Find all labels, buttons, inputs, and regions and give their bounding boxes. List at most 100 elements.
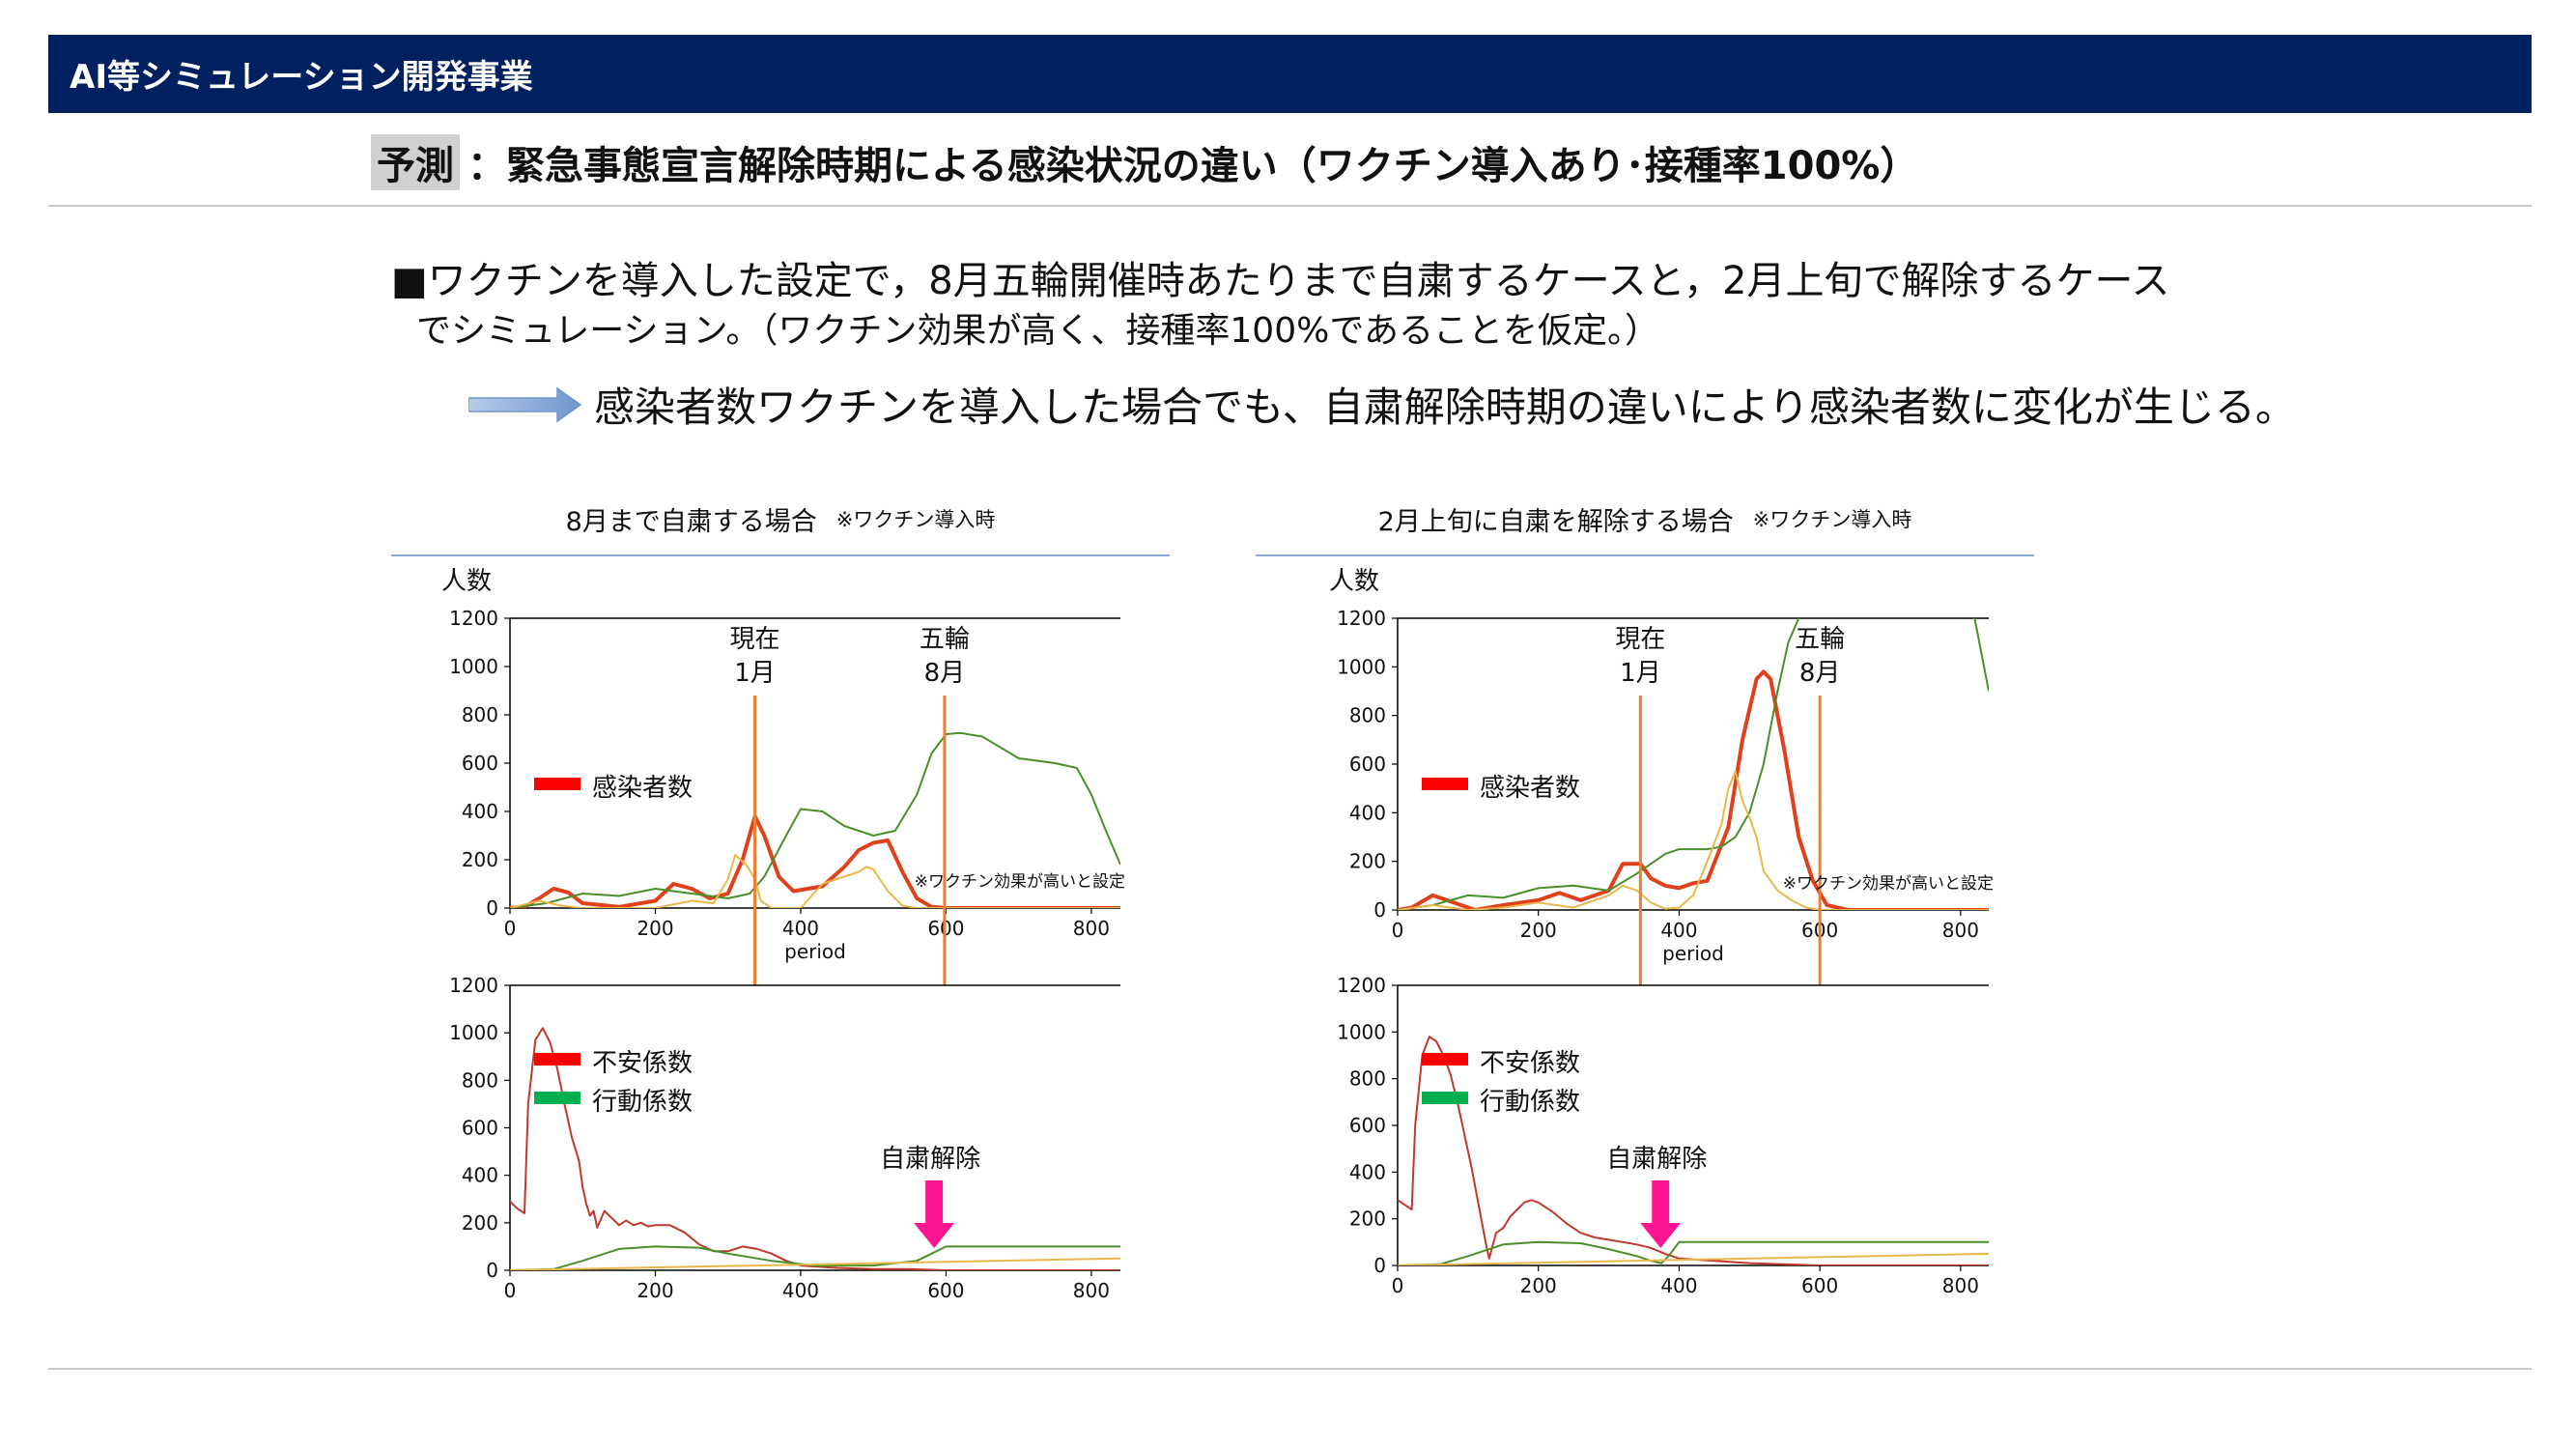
- legend-swatch: [1422, 778, 1468, 790]
- x-tick-label: 0: [504, 1279, 517, 1299]
- series-line-0: [510, 814, 1120, 908]
- chart-left-coefficients: 0 200 400 600 800 1000 1200 0 200 400 600 800 不安係数行動…: [449, 974, 1120, 1299]
- x-tick-label: 200: [1520, 919, 1557, 942]
- x-tick-label: 400: [782, 1279, 819, 1299]
- legend-swatch: [534, 1053, 580, 1065]
- legend: 感染者数: [534, 774, 693, 803]
- bullet-text: ■ワクチンを導入した設定で，8月五輪開催時あたりまで自粛するケースと，2月上旬で…: [391, 256, 2226, 356]
- chart-right-coefficients: 0 200 400 600 800 1000 1200 0 200 400 600 800 不安係数行動…: [1337, 974, 1989, 1297]
- down-arrow-icon: [914, 1223, 955, 1248]
- bullet-marker: ■: [391, 259, 428, 303]
- x-tick-label: 400: [782, 917, 819, 940]
- y-tick-label: 0: [1373, 1254, 1386, 1277]
- y-tick-label: 800: [462, 1068, 498, 1092]
- month-marker-label-top: 現在: [730, 625, 780, 654]
- panel-title-right: 2月上旬に自粛を解除する場合 ※ワクチン導入時: [1256, 495, 2034, 543]
- chart-right-infections: 0200400600800100012000200400600800人数peri…: [1329, 567, 1994, 985]
- x-tick-label: 0: [1392, 919, 1404, 942]
- legend-swatch: [534, 778, 580, 790]
- x-tick-label: 0: [504, 917, 517, 940]
- legend-label: 不安係数: [592, 1049, 693, 1078]
- x-tick-label: 400: [1660, 1274, 1697, 1297]
- month-marker-label-bottom: 1月: [1620, 659, 1661, 688]
- series-line-2: [510, 854, 1120, 908]
- panel-title-right-text: 2月上旬に自粛を解除する場合: [1377, 506, 1734, 537]
- y-axis-label: 人数: [441, 567, 492, 596]
- panel-divider-left: [391, 554, 1170, 556]
- series-line-1: [510, 731, 1120, 908]
- conclusion-row: 感染者数ワクチンを導入した場合でも、自粛解除時期の違いにより感染者数に変化が生じ…: [468, 375, 2296, 434]
- page-title: 予測 ： 緊急事態宣言解除時期による感染状況の違い（ワクチン導入あり･接種率10…: [371, 134, 1919, 190]
- title-separator: ：: [467, 144, 506, 188]
- y-tick-label: 400: [1349, 801, 1386, 824]
- header-bar: AI等シミュレーション開発事業: [48, 35, 2532, 113]
- plot-area: 0 200 400 600 800 1000 1200 0 200 400 600 800 人数 peri…: [441, 567, 1120, 963]
- y-tick-label: 1000: [1337, 655, 1386, 678]
- series-line-2: [510, 1257, 1120, 1270]
- effect-note: ※ワクチン効果が高いと設定: [915, 872, 1125, 892]
- y-tick-label: 600: [462, 1117, 498, 1140]
- y-tick-label: 800: [462, 703, 498, 726]
- x-tick-label: 0: [1392, 1274, 1404, 1297]
- series-line-1: [1398, 618, 1989, 910]
- panel-note-left: ※ワクチン導入時: [835, 508, 996, 531]
- release-annotation: 自粛解除: [880, 1145, 980, 1174]
- y-tick-label: 400: [462, 1164, 498, 1187]
- legend-label: 不安係数: [1480, 1049, 1580, 1078]
- bullet-line-1: ワクチンを導入した設定で，8月五輪開催時あたりまで自粛するケースと，2月上旬で解…: [427, 259, 2170, 303]
- series-group: [1398, 1036, 1989, 1265]
- series-line-1: [510, 1245, 1120, 1270]
- legend-swatch: [1422, 1092, 1468, 1104]
- legend: 感染者数: [1422, 774, 1580, 803]
- y-tick-label: 200: [462, 1211, 498, 1235]
- y-tick-label: 1200: [449, 607, 498, 630]
- month-marker-label-bottom: 8月: [924, 659, 966, 688]
- header-title: AI等シミュレーション開発事業: [70, 58, 533, 97]
- title-label: 予測: [371, 134, 460, 190]
- y-tick-label: 600: [1349, 753, 1386, 776]
- series-line-0: [1398, 1036, 1989, 1265]
- panel-title-left-text: 8月まで自粛する場合: [565, 506, 817, 537]
- y-tick-label: 0: [486, 1259, 498, 1282]
- y-tick-label: 600: [462, 752, 498, 775]
- y-tick-label: 0: [486, 896, 498, 920]
- series-group: [1398, 618, 1989, 910]
- panel-note-right: ※ワクチン導入時: [1752, 508, 1912, 531]
- month-marker-label-bottom: 8月: [1799, 659, 1841, 688]
- y-tick-label: 400: [1349, 1160, 1386, 1183]
- series-group: [510, 731, 1120, 908]
- plot-area: 0 200 400 600 800 1000 1200 0 200 400 600 800: [449, 974, 1120, 1299]
- month-marker-label-bottom: 1月: [734, 659, 776, 688]
- x-tick-label: 200: [637, 1279, 673, 1299]
- series-line-1: [1398, 1240, 1989, 1265]
- bullet-line-2: でシミュレーション。（ワクチン効果が高く、接種率100%であることを仮定。）: [416, 311, 1659, 351]
- x-tick-label: 200: [637, 917, 673, 940]
- panel-divider-right: [1256, 554, 2034, 556]
- plot-area: 0 200 400 600 800 1000 1200 0 200 400 600 800: [1337, 974, 1989, 1297]
- x-tick-label: 600: [927, 1279, 964, 1299]
- legend-label: 行動係数: [592, 1088, 693, 1117]
- y-tick-label: 400: [462, 800, 498, 823]
- conclusion-text: 感染者数ワクチンを導入した場合でも、自粛解除時期の違いにより感染者数に変化が生じ…: [594, 384, 2296, 431]
- x-tick-label: 600: [927, 917, 964, 940]
- y-tick-label: 0: [1373, 898, 1386, 922]
- x-tick-label: 200: [1520, 1274, 1557, 1297]
- y-tick-label: 800: [1349, 1067, 1386, 1091]
- title-text: 緊急事態宣言解除時期による感染状況の違い（ワクチン導入あり･接種率100%）: [506, 144, 1919, 188]
- y-tick-label: 200: [1349, 850, 1386, 873]
- x-tick-label: 800: [1073, 1279, 1110, 1299]
- legend-label: 行動係数: [1480, 1088, 1580, 1117]
- down-arrow-icon: [1640, 1223, 1682, 1248]
- panel-title-left: 8月まで自粛する場合 ※ワクチン導入時: [391, 495, 1170, 543]
- series-line-0: [1398, 669, 1989, 910]
- month-marker-label-top: 五輪: [1795, 625, 1845, 654]
- x-tick-label: 800: [1073, 917, 1110, 940]
- title-divider: [48, 205, 2532, 207]
- y-axis-label: 人数: [1329, 567, 1379, 596]
- x-tick-label: 600: [1801, 1274, 1838, 1297]
- footer-divider: [48, 1368, 2532, 1370]
- chart-left-infections: 0 200 400 600 800 1000 1200 0 200 400 600 800 人数 peri…: [441, 567, 1125, 985]
- y-tick-label: 1200: [449, 974, 498, 997]
